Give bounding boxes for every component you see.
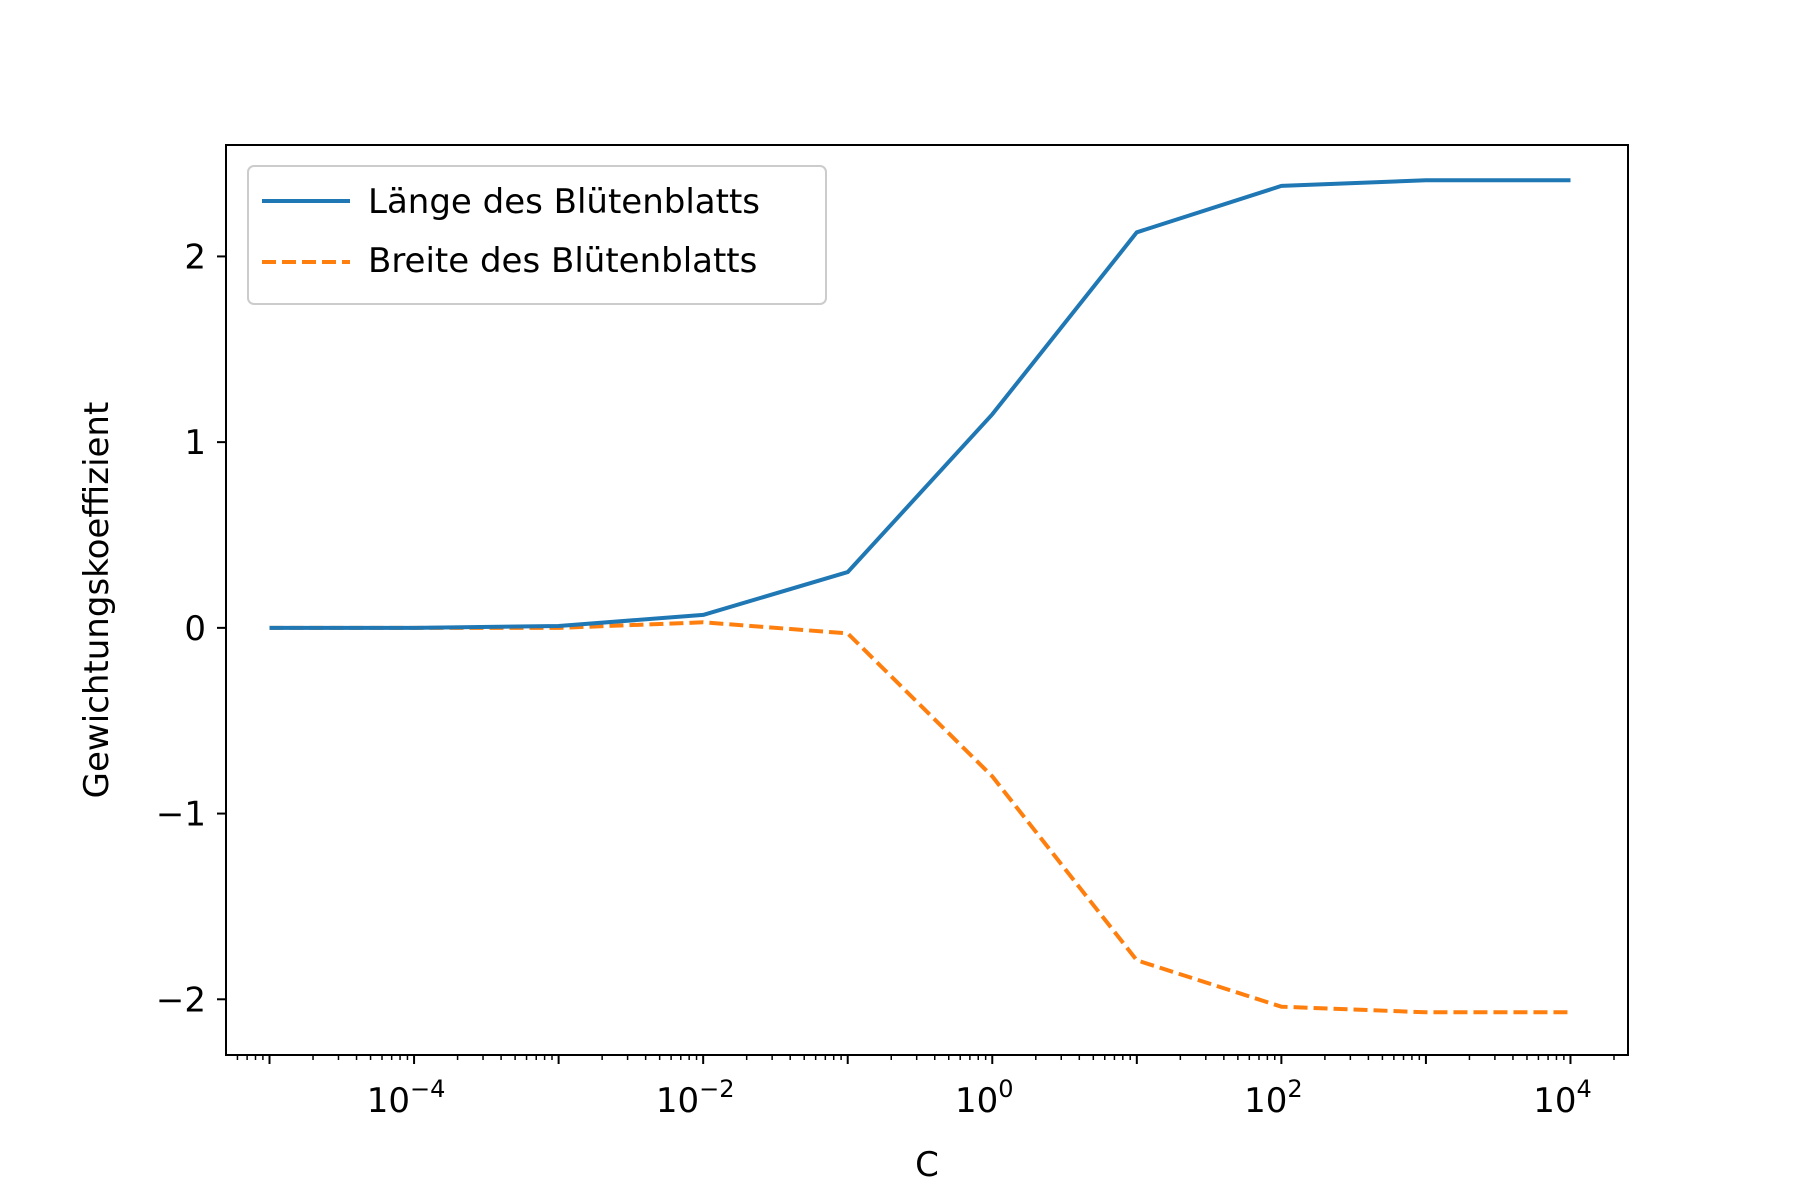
x-axis-title: C — [915, 1145, 939, 1185]
y-axis-ticks: 2 1 0 −1 −2 — [156, 237, 226, 1020]
y-tick-label: 2 — [184, 237, 206, 277]
x-tick-label: 10−2 — [656, 1075, 735, 1121]
y-axis-title: Gewichtungskoeffizient — [77, 402, 117, 799]
series-line-1 — [269, 620, 1571, 1015]
legend-label-length: Länge des Blütenblatts — [368, 182, 760, 222]
x-tick-label: 10−4 — [367, 1075, 446, 1121]
series-layer — [269, 178, 1571, 1015]
x-tick-label: 102 — [1244, 1075, 1303, 1121]
y-tick-label: −1 — [156, 795, 206, 835]
y-tick-label: −2 — [156, 980, 206, 1020]
x-tick-label: 100 — [955, 1075, 1014, 1121]
legend-label-width: Breite des Blütenblatts — [368, 241, 757, 281]
plot-frame — [225, 144, 1629, 1056]
x-tick-label: 104 — [1533, 1075, 1592, 1121]
legend-box — [247, 165, 827, 305]
x-axis-ticks: 10−4 10−2 100 102 104 — [268, 1055, 1592, 1121]
y-tick-label: 0 — [184, 609, 206, 649]
y-tick-label: 1 — [184, 423, 206, 463]
legend: Länge des Blütenblatts Breite des Blüten… — [247, 165, 827, 305]
series-line-0 — [269, 178, 1571, 630]
